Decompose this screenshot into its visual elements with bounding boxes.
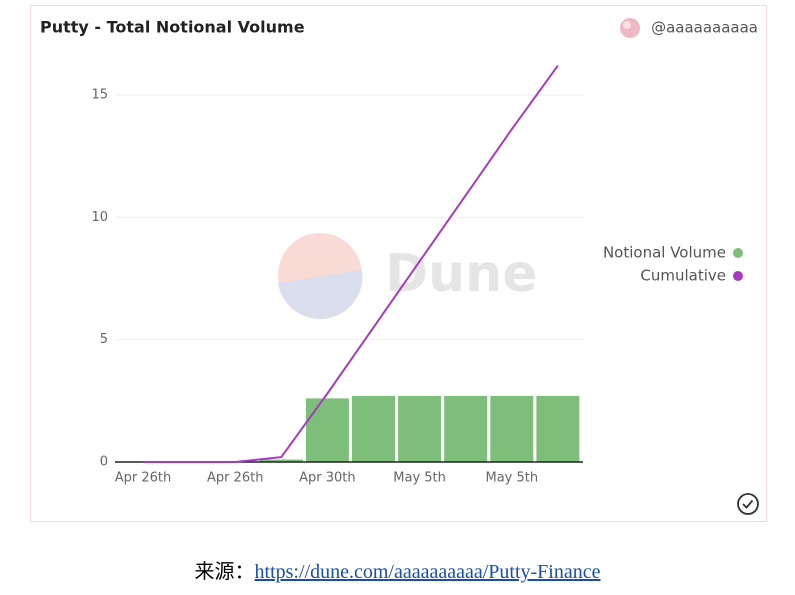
- bar: [398, 395, 442, 462]
- legend-swatch: [733, 248, 743, 258]
- avatar: [620, 18, 640, 38]
- legend-swatch: [733, 271, 743, 281]
- chart: Putty - Total Notional Volume @aaaaaaaaa…: [40, 18, 759, 515]
- y-tick-label: 0: [100, 455, 108, 470]
- line: [143, 64, 559, 463]
- chart-card: [30, 5, 767, 522]
- x-tick-label: May 5th: [393, 471, 446, 486]
- x-tick-label: May 5th: [485, 471, 538, 486]
- check-icon: [742, 499, 754, 509]
- bar: [490, 395, 534, 462]
- legend-label: Notional Volume: [603, 244, 726, 262]
- caption: 来源：https://dune.com/aaaaaaaaaa/Putty-Fin…: [0, 555, 795, 584]
- x-tick-label: Apr 26th: [115, 471, 172, 486]
- caption-link[interactable]: https://dune.com/aaaaaaaaaa/Putty-Financ…: [254, 561, 601, 583]
- x-tick-label: Apr 26th: [207, 471, 264, 486]
- bar: [352, 395, 395, 462]
- x-tick-label: Apr 30th: [299, 471, 356, 486]
- y-tick-label: 15: [91, 87, 108, 102]
- watermark-text: Dune: [385, 244, 537, 304]
- bar: [305, 398, 349, 462]
- bar: [536, 395, 580, 462]
- chart-title: Putty - Total Notional Volume: [40, 18, 305, 37]
- watermark: Dune: [278, 233, 537, 319]
- caption-label: 来源：: [194, 561, 255, 583]
- legend-label: Cumulative: [640, 267, 726, 285]
- bar: [444, 395, 488, 462]
- author[interactable]: @aaaaaaaaaa: [651, 19, 758, 37]
- avatar: [623, 21, 631, 29]
- bar: [259, 459, 303, 462]
- check-icon[interactable]: [737, 493, 759, 515]
- y-tick-label: 10: [91, 210, 108, 225]
- y-tick-label: 5: [100, 332, 108, 347]
